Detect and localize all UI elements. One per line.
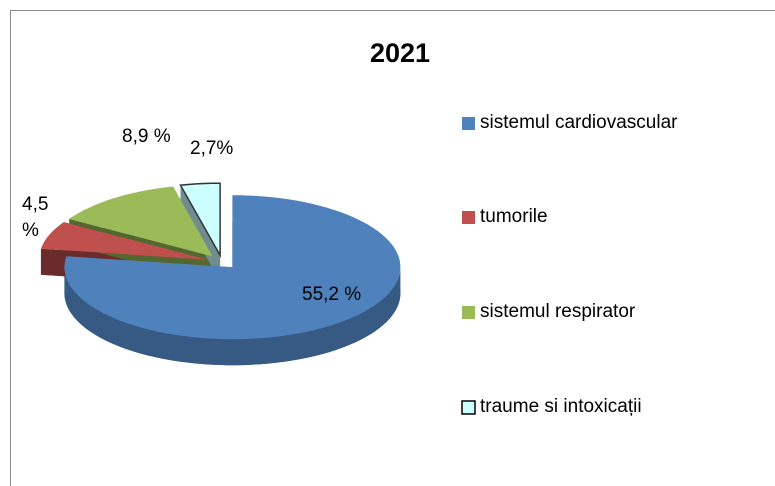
legend-marker: [462, 306, 475, 319]
chart-title: 2021: [369, 38, 431, 68]
legend-marker: [462, 211, 475, 224]
slice: [179, 182, 221, 259]
legend-marker: [462, 117, 475, 130]
data-label: 55,2 %: [302, 284, 362, 305]
slice: [64, 195, 401, 340]
slice: [40, 222, 208, 260]
slice: [69, 186, 213, 257]
legend-label: sistemul respirator: [480, 301, 636, 322]
legend-marker: [461, 400, 476, 415]
legend-label: traume si intoxicații: [480, 396, 642, 417]
data-label: 2,7%: [190, 138, 234, 159]
data-label: 8,9 %: [122, 126, 171, 147]
legend-label: sistemul cardiovascular: [480, 112, 678, 133]
legend-label: tumorile: [480, 206, 548, 227]
chart-frame: [10, 10, 775, 486]
data-label: 4,5 %: [22, 194, 49, 241]
slice-side: [64, 267, 401, 366]
slice-side: [180, 185, 221, 282]
